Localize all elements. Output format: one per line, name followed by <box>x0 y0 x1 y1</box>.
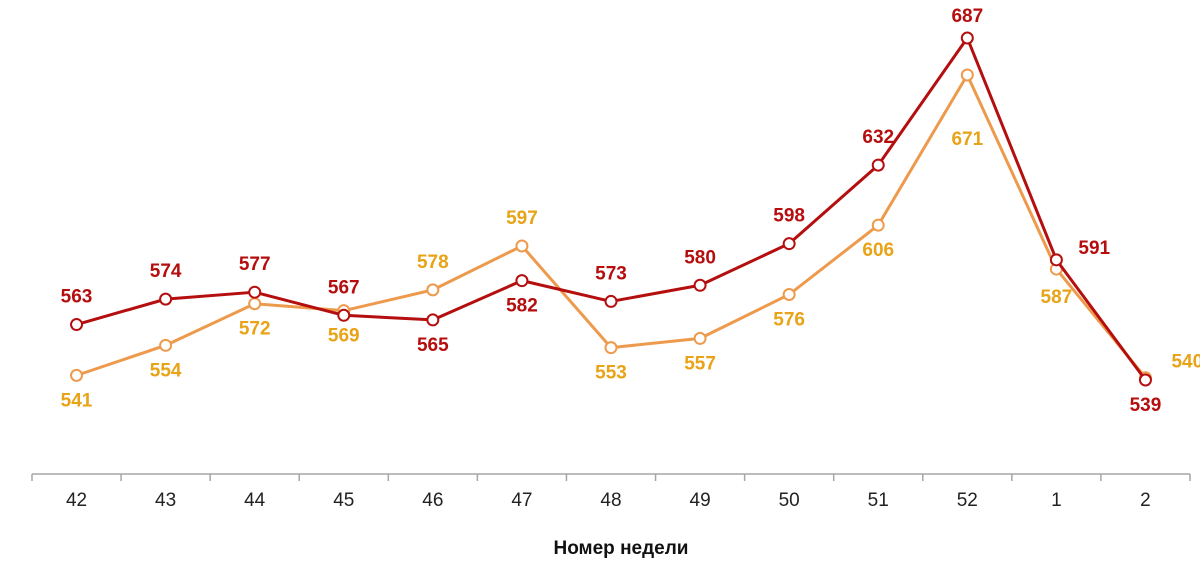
data-label: 557 <box>684 353 716 374</box>
series-2-point <box>159 338 173 352</box>
series-2-point <box>960 68 974 82</box>
series-1-point <box>159 292 173 306</box>
series-2 <box>70 68 1152 385</box>
data-label: 671 <box>951 129 983 150</box>
data-label: 541 <box>61 390 93 411</box>
data-label: 577 <box>239 254 271 275</box>
series-1-point <box>1138 373 1152 387</box>
data-label: 563 <box>61 287 93 308</box>
series-1-point <box>1049 253 1063 267</box>
x-tick-label: 51 <box>868 490 889 511</box>
data-label: 606 <box>862 240 894 261</box>
series-2-point <box>70 368 84 382</box>
series-1-point <box>426 313 440 327</box>
x-axis: 42 43 44 45 46 47 48 49 50 51 52 1 2 <box>31 473 1191 511</box>
x-tick-label: 2 <box>1140 490 1151 511</box>
data-label: 573 <box>595 263 627 284</box>
data-label: 567 <box>328 277 360 298</box>
data-label: 540 <box>1171 352 1200 373</box>
series-1-line <box>76 36 1147 381</box>
series-1-point <box>337 308 351 322</box>
series-1 <box>70 31 1152 387</box>
data-label: 569 <box>328 326 360 347</box>
data-label: 554 <box>150 360 182 381</box>
data-label: 587 <box>1041 287 1073 308</box>
data-label: 578 <box>417 252 449 273</box>
x-tick-label: 49 <box>690 490 711 511</box>
series-1-point <box>693 278 707 292</box>
series-layer <box>70 31 1152 387</box>
x-tick-label: 44 <box>244 490 266 511</box>
series-2-point <box>871 218 885 232</box>
data-label: 572 <box>239 319 271 340</box>
series-1-point <box>248 285 262 299</box>
x-tick-label: 52 <box>957 490 978 511</box>
data-label: 632 <box>862 127 894 148</box>
data-label: 539 <box>1130 395 1162 416</box>
data-labels: 563 574 577 567 565 582 573 580 598 632 687 591 539 5… <box>61 6 1200 416</box>
data-label: 553 <box>595 363 627 384</box>
series-2-point <box>782 288 796 301</box>
x-axis-title: Номер недели <box>553 538 688 559</box>
series-2-point <box>604 341 618 355</box>
x-tick-label: 42 <box>66 490 87 511</box>
x-tick-label: 48 <box>600 490 621 511</box>
data-label: 597 <box>506 208 538 229</box>
x-tick-label: 43 <box>155 490 176 511</box>
series-1-point <box>515 274 529 288</box>
data-label: 687 <box>951 6 983 27</box>
series-1-point <box>960 31 974 45</box>
series-2-line <box>76 73 1147 379</box>
x-tick-label: 45 <box>333 490 354 511</box>
series-1-point <box>871 158 885 172</box>
data-label: 574 <box>150 261 182 282</box>
x-tick-label: 50 <box>779 490 800 511</box>
series-1-point <box>782 237 796 251</box>
data-label: 576 <box>773 310 805 331</box>
series-2-point <box>426 283 440 297</box>
data-label: 598 <box>773 206 805 227</box>
series-1-point <box>70 318 84 332</box>
series-2-point <box>693 331 707 345</box>
x-tick-label: 1 <box>1051 490 1062 511</box>
data-label: 591 <box>1078 238 1110 259</box>
data-label: 565 <box>417 335 449 356</box>
series-1-point <box>604 294 618 308</box>
x-tick-label: 46 <box>422 490 443 511</box>
series-2-point <box>515 239 529 253</box>
series-2-point <box>248 297 262 311</box>
data-label: 580 <box>684 247 716 268</box>
x-tick-label: 47 <box>511 490 532 511</box>
data-label: 582 <box>506 296 538 317</box>
